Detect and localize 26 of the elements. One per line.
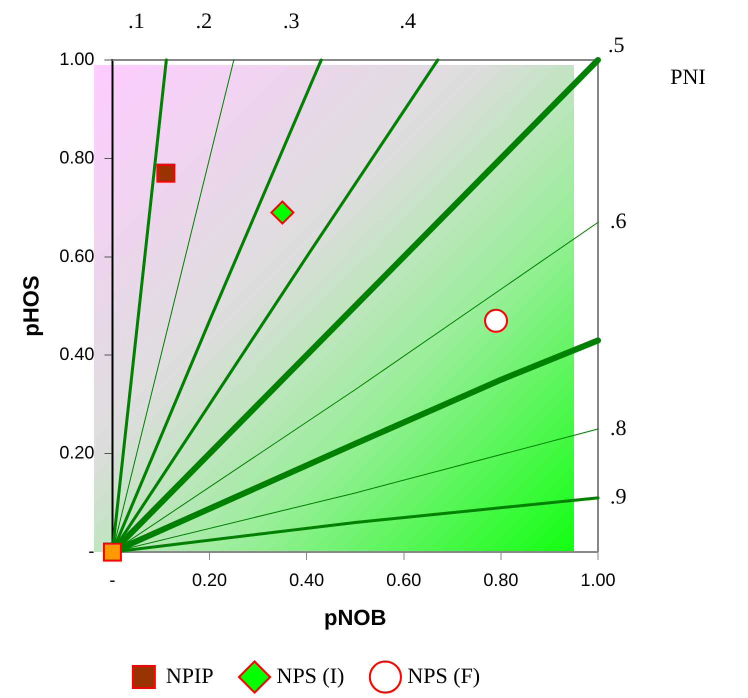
series-label: .2 [196, 8, 212, 33]
y-tick-label: 0.40 [59, 344, 94, 364]
x-tick-label: 0.60 [386, 570, 422, 590]
series-label: .5 [608, 32, 624, 57]
x-tick-label: 0.80 [483, 570, 518, 590]
y-tick-label: - [88, 540, 94, 561]
series-label: .3 [282, 8, 300, 33]
x-axis-title: pNOB [324, 604, 386, 630]
legend-label: NPS (I) [276, 662, 344, 688]
series-label: .9 [610, 484, 626, 509]
series-label: .4 [400, 8, 416, 33]
legend-label: NPS (F) [407, 662, 480, 688]
legend-label: NPIP [166, 662, 214, 688]
x-tick-label: 1.00 [580, 570, 616, 590]
y-tick-label: 0.80 [59, 147, 94, 168]
series-label: .8 [610, 414, 626, 440]
y-tick-label: 1.00 [59, 48, 94, 69]
text: PNI [670, 64, 706, 89]
series-label: .1 [128, 8, 145, 33]
y-tick-label: 0.60 [59, 246, 94, 266]
y-tick-label: 0.20 [59, 442, 94, 463]
x-tick-label: - [109, 570, 116, 590]
series-label: .6 [610, 208, 626, 234]
y-axis-title: pHOS [18, 275, 44, 337]
x-tick-label: 0.20 [192, 570, 228, 590]
x-tick-label: 0.40 [289, 570, 324, 590]
